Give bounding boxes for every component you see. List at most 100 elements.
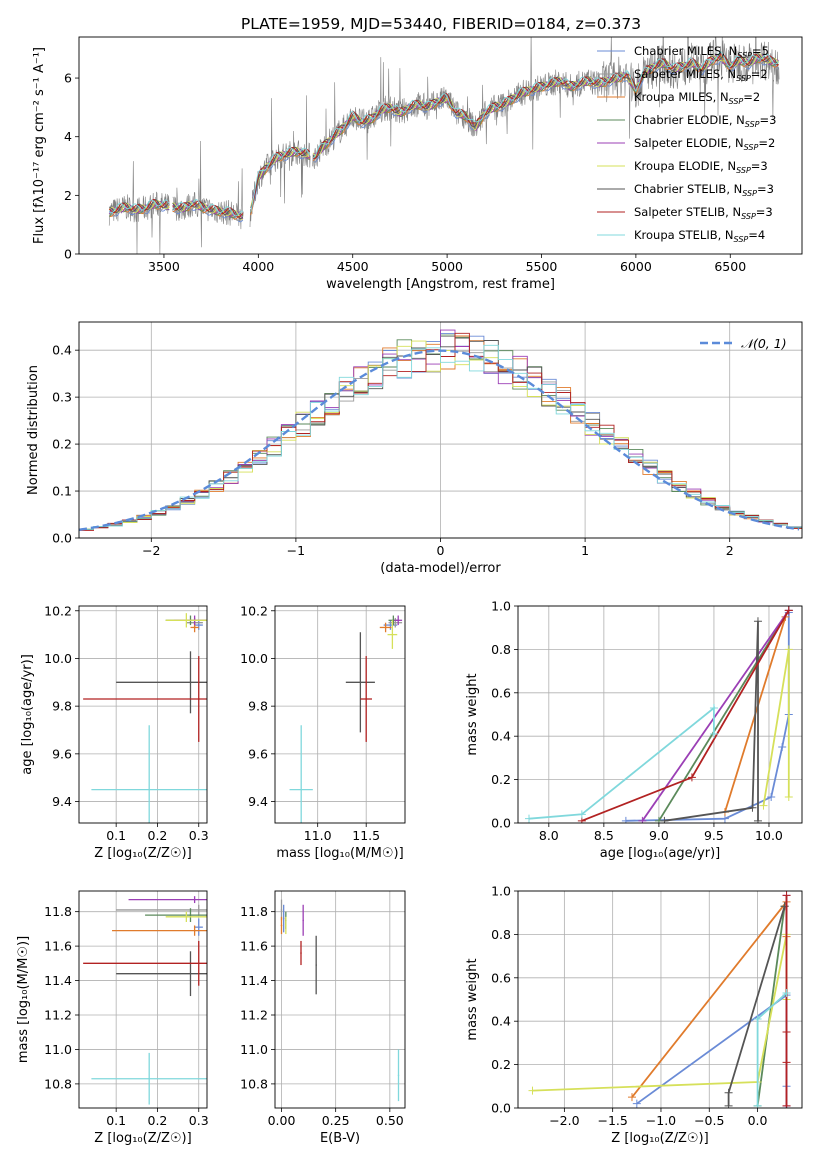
x-tick-label: 8.0 xyxy=(539,828,559,843)
figure-title: PLATE=1959, MJD=53440, FIBERID=0184, z=0… xyxy=(241,15,641,33)
y-axis-label: age [log₁₀(age/yr)] xyxy=(20,654,35,775)
data-point xyxy=(397,1074,400,1077)
y-axis-label: mass weight xyxy=(465,958,480,1040)
y-tick-label: 0.0 xyxy=(52,531,72,546)
x-axis-label: Z [log₁₀(Z/Z☉)] xyxy=(611,1131,708,1146)
x-tick-label: 11.0 xyxy=(304,828,332,843)
series-marker xyxy=(632,1099,641,1108)
series-marker xyxy=(709,703,718,712)
series-marker xyxy=(784,792,793,801)
y-tick-label: 11.8 xyxy=(240,904,268,919)
y-tick-label: 11.2 xyxy=(240,1008,268,1023)
x-tick-label: 0.50 xyxy=(376,1113,404,1128)
y-tick-label: 0.6 xyxy=(491,685,511,700)
series-marker xyxy=(753,617,762,626)
mass-weight-series xyxy=(658,609,790,822)
x-axis-label: E(B-V) xyxy=(320,1131,360,1146)
y-tick-label: 10.8 xyxy=(240,1076,268,1091)
legend-entry: Salpeter ELODIE, NSSP=2 xyxy=(634,136,775,152)
data-point xyxy=(391,633,394,636)
data-point xyxy=(148,1077,150,1080)
series-marker xyxy=(577,810,586,819)
legend-entry: Kroupa ELODIE, NSSP=3 xyxy=(634,159,768,175)
y-tick-label: 11.8 xyxy=(44,904,72,919)
series-marker xyxy=(753,1015,762,1024)
x-tick-label: 0.1 xyxy=(106,828,126,843)
spectrum-model-line xyxy=(108,53,779,218)
data-point xyxy=(193,929,196,932)
spectrum-model-line xyxy=(108,54,779,219)
y-tick-label: 0.4 xyxy=(52,343,72,358)
axes-frame xyxy=(274,890,406,1109)
data-point xyxy=(197,624,200,626)
y-tick-label: 0.8 xyxy=(491,642,511,657)
mass-weight-series xyxy=(528,706,715,820)
y-tick-label: 10.0 xyxy=(44,651,72,666)
legend-entry: Kroupa MILES, NSSP=2 xyxy=(634,90,760,106)
x-axis-label: wavelength [Angstrom, rest frame] xyxy=(326,277,555,292)
y-tick-label: 10.2 xyxy=(240,603,268,618)
mass-weight-series xyxy=(625,612,790,822)
y-tick-label: 9.8 xyxy=(248,699,268,714)
y-tick-label: 0.2 xyxy=(52,437,72,452)
series-marker xyxy=(638,816,647,823)
x-tick-label: 5500 xyxy=(526,259,558,274)
residual-histogram xyxy=(79,344,802,538)
y-tick-label: 1.0 xyxy=(491,599,511,614)
y-tick-label: 11.6 xyxy=(240,939,268,954)
series-marker xyxy=(709,730,718,739)
data-point xyxy=(197,926,200,928)
plot-area xyxy=(83,613,207,823)
axes-frame xyxy=(78,321,803,539)
legend-entry: Chabrier ELODIE, NSSP=3 xyxy=(634,113,776,129)
y-tick-label: 9.6 xyxy=(52,746,72,761)
x-tick-label: 8.5 xyxy=(594,828,614,843)
data-point xyxy=(189,914,192,916)
series-marker xyxy=(753,816,762,823)
series-marker xyxy=(724,1101,733,1108)
y-tick-label: 10.8 xyxy=(44,1076,72,1091)
series-marker xyxy=(782,1058,791,1067)
data-point xyxy=(189,681,192,684)
axes-frame xyxy=(78,605,208,824)
x-tick-label: 10.0 xyxy=(755,828,783,843)
y-axis-label: Flux [fλ10⁻¹⁷ erg cm⁻² s⁻¹ A⁻¹] xyxy=(32,47,47,244)
x-tick-label: 0.2 xyxy=(148,828,168,843)
y-tick-label: 11.4 xyxy=(240,973,268,988)
x-tick-label: 0.0 xyxy=(748,1113,768,1128)
x-tick-label: 11.5 xyxy=(352,828,380,843)
x-tick-label: −1.0 xyxy=(646,1113,676,1128)
spectrum-model-line xyxy=(108,54,779,220)
plot-area xyxy=(525,606,793,823)
x-axis-label: (data-model)/error xyxy=(380,561,501,576)
plot-area xyxy=(289,615,403,823)
x-axis-label: Z [log₁₀(Z/Z☉)] xyxy=(94,1131,191,1146)
data-point xyxy=(300,952,302,954)
axes-mass_vs_Z: 0.1 0.2 0.3 10.8 11.0 11.2 11.4 11.6 11.8 Z [log₁… xyxy=(16,890,209,1146)
x-tick-label: 4000 xyxy=(242,259,274,274)
y-tick-label: 9.8 xyxy=(52,699,72,714)
data-point xyxy=(197,962,200,965)
series-marker xyxy=(778,743,787,752)
y-tick-label: 2 xyxy=(64,188,72,203)
y-axis-label: mass [log₁₀(M/M☉)] xyxy=(16,936,31,1063)
x-tick-label: 0.3 xyxy=(189,1113,209,1128)
series-marker xyxy=(621,816,630,823)
spectrum-model-line xyxy=(108,51,779,217)
mass-weight-series xyxy=(727,905,786,1106)
series-marker xyxy=(767,792,776,801)
gaussian-reference-curve xyxy=(79,349,800,531)
data-point xyxy=(300,788,302,791)
axes-age_vs_Z: 0.1 0.2 0.3 9.4 9.6 9.8 10.0 10.2 Z [log₁₀(Z/Z☉)… xyxy=(20,603,209,861)
data-point xyxy=(185,619,188,622)
x-tick-label: 3500 xyxy=(148,259,180,274)
axes-frame xyxy=(517,890,803,1109)
y-tick-label: 1.0 xyxy=(491,884,511,899)
mass-weight-series xyxy=(532,934,788,1092)
mass-weight-series xyxy=(664,621,759,822)
axes-frame xyxy=(78,36,803,255)
y-tick-label: 11.6 xyxy=(44,939,72,954)
series-marker xyxy=(748,803,757,812)
plot-area xyxy=(83,896,207,1105)
plot-area xyxy=(280,899,400,1102)
